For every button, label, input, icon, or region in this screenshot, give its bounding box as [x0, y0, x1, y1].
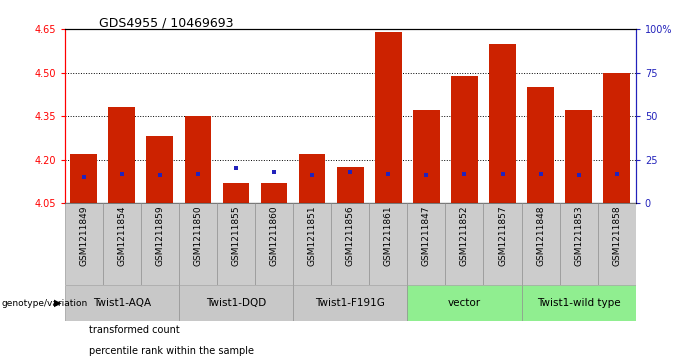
- Text: Twist1-DQD: Twist1-DQD: [206, 298, 266, 308]
- Text: GSM1211857: GSM1211857: [498, 206, 507, 266]
- Text: GSM1211850: GSM1211850: [193, 206, 203, 266]
- Bar: [293, 285, 407, 321]
- Bar: [65, 285, 179, 321]
- Bar: [222, 183, 250, 203]
- Bar: [598, 203, 636, 285]
- Bar: [217, 203, 255, 285]
- Bar: [179, 203, 217, 285]
- Bar: [407, 203, 445, 285]
- Bar: [413, 110, 440, 203]
- Bar: [260, 183, 288, 203]
- Bar: [141, 203, 179, 285]
- Bar: [255, 203, 293, 285]
- Text: GSM1211855: GSM1211855: [231, 206, 241, 266]
- Bar: [527, 87, 554, 203]
- Bar: [108, 107, 135, 203]
- Text: GSM1211860: GSM1211860: [269, 206, 279, 266]
- Bar: [483, 203, 522, 285]
- Text: Twist1-wild type: Twist1-wild type: [537, 298, 620, 308]
- Text: Twist1-AQA: Twist1-AQA: [92, 298, 151, 308]
- Bar: [407, 285, 522, 321]
- Text: vector: vector: [448, 298, 481, 308]
- Bar: [375, 32, 402, 203]
- Bar: [337, 167, 364, 203]
- Text: GSM1211847: GSM1211847: [422, 206, 431, 266]
- Bar: [369, 203, 407, 285]
- Text: transformed count: transformed count: [89, 325, 180, 335]
- Bar: [522, 203, 560, 285]
- Bar: [65, 203, 103, 285]
- Bar: [522, 285, 636, 321]
- Text: GDS4955 / 10469693: GDS4955 / 10469693: [99, 16, 233, 29]
- Bar: [489, 44, 516, 203]
- Bar: [565, 110, 592, 203]
- Bar: [299, 154, 326, 203]
- Text: GSM1211854: GSM1211854: [117, 206, 126, 266]
- Text: ▶: ▶: [54, 298, 61, 308]
- Text: GSM1211856: GSM1211856: [345, 206, 355, 266]
- Bar: [603, 73, 630, 203]
- Bar: [70, 154, 97, 203]
- Bar: [331, 203, 369, 285]
- Bar: [184, 116, 211, 203]
- Bar: [179, 285, 293, 321]
- Bar: [560, 203, 598, 285]
- Text: GSM1211849: GSM1211849: [79, 206, 88, 266]
- Bar: [451, 76, 478, 203]
- Bar: [445, 203, 483, 285]
- Bar: [103, 203, 141, 285]
- Text: Twist1-F191G: Twist1-F191G: [316, 298, 385, 308]
- Bar: [146, 136, 173, 203]
- Text: GSM1211852: GSM1211852: [460, 206, 469, 266]
- Text: genotype/variation: genotype/variation: [1, 299, 88, 307]
- Text: GSM1211851: GSM1211851: [307, 206, 317, 266]
- Text: GSM1211858: GSM1211858: [612, 206, 622, 266]
- Text: GSM1211861: GSM1211861: [384, 206, 393, 266]
- Text: GSM1211859: GSM1211859: [155, 206, 165, 266]
- Text: GSM1211848: GSM1211848: [536, 206, 545, 266]
- Text: GSM1211853: GSM1211853: [574, 206, 583, 266]
- Bar: [293, 203, 331, 285]
- Text: percentile rank within the sample: percentile rank within the sample: [89, 346, 254, 356]
